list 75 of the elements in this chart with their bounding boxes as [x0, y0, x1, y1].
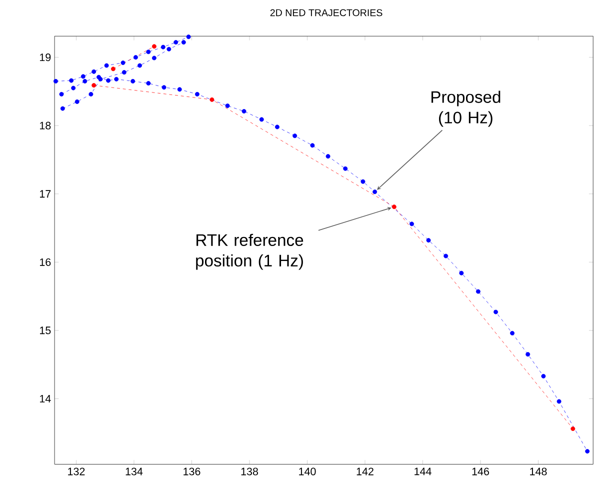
- point: [88, 92, 94, 97]
- y-tick-label: 18: [40, 122, 51, 130]
- y-tick-label: 15: [40, 326, 51, 334]
- point: [71, 86, 76, 90]
- point: [114, 77, 119, 82]
- point: [444, 254, 448, 258]
- y-tick-label: 19: [40, 54, 51, 62]
- point: [122, 70, 126, 75]
- point: [80, 74, 86, 79]
- point: [556, 399, 562, 404]
- point: [194, 92, 200, 97]
- point: [310, 143, 315, 148]
- point: [74, 100, 80, 104]
- point: [106, 78, 111, 83]
- point: [162, 85, 166, 90]
- point: [98, 77, 103, 82]
- x-tick-label: 132: [68, 468, 85, 476]
- point: [152, 56, 156, 60]
- point: [130, 79, 136, 84]
- point: [274, 124, 280, 130]
- point: [146, 50, 151, 54]
- point: [360, 179, 366, 184]
- point: [69, 78, 74, 83]
- point: [60, 106, 65, 111]
- point: [82, 79, 88, 84]
- point: [152, 44, 156, 49]
- point: [242, 109, 246, 114]
- point: [138, 63, 142, 68]
- point: [104, 63, 109, 68]
- point: [146, 81, 151, 86]
- point: [476, 289, 480, 294]
- x-tick-label: 148: [530, 468, 547, 476]
- point: [133, 55, 138, 60]
- point: [259, 117, 264, 122]
- point: [120, 60, 126, 66]
- point: [410, 222, 414, 226]
- point: [110, 66, 116, 72]
- point: [92, 83, 96, 88]
- point: [326, 154, 330, 159]
- point: [225, 104, 230, 108]
- annotation: Proposed (10 Hz): [432, 90, 500, 127]
- x-tick-label: 146: [472, 468, 489, 476]
- point: [426, 238, 431, 243]
- point: [292, 134, 298, 138]
- x-tick-label: 136: [184, 468, 200, 476]
- point: [585, 449, 590, 454]
- point: [186, 34, 191, 40]
- y-tick-label: 16: [40, 258, 51, 266]
- y-tick-label: 14: [40, 395, 51, 403]
- point: [166, 47, 172, 52]
- point: [372, 190, 378, 194]
- x-tick-label: 134: [126, 468, 143, 476]
- y-tick-label: 17: [40, 190, 51, 198]
- annotation: RTK reference position (1 Hz): [196, 234, 304, 270]
- point: [494, 310, 498, 314]
- point: [59, 92, 64, 97]
- point: [343, 166, 348, 171]
- point: [160, 44, 166, 50]
- point: [541, 374, 546, 379]
- point: [570, 426, 576, 432]
- point: [526, 352, 530, 357]
- x-tick-label: 144: [414, 468, 432, 476]
- x-tick-label: 140: [299, 468, 316, 476]
- point: [174, 40, 178, 45]
- x-tick-label: 138: [241, 468, 258, 476]
- point: [53, 79, 58, 84]
- point: [392, 204, 396, 210]
- point: [181, 40, 186, 45]
- point: [177, 87, 182, 92]
- point: [92, 70, 96, 74]
- point: [510, 331, 515, 336]
- x-tick-label: 142: [356, 468, 374, 476]
- chart-title: 2D NED TRAJECTORIES: [270, 9, 382, 16]
- point: [459, 270, 464, 276]
- point: [210, 98, 214, 102]
